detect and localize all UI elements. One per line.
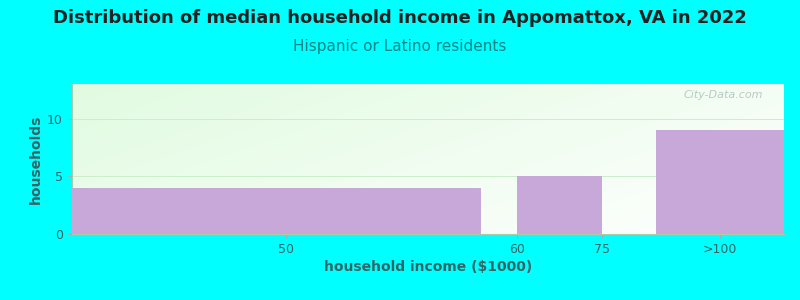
Bar xyxy=(517,176,602,234)
Bar xyxy=(656,130,784,234)
Y-axis label: households: households xyxy=(29,114,43,204)
Bar xyxy=(72,188,482,234)
Text: Hispanic or Latino residents: Hispanic or Latino residents xyxy=(294,39,506,54)
Text: City-Data.com: City-Data.com xyxy=(683,90,762,100)
Text: Distribution of median household income in Appomattox, VA in 2022: Distribution of median household income … xyxy=(53,9,747,27)
X-axis label: household income ($1000): household income ($1000) xyxy=(324,260,532,274)
